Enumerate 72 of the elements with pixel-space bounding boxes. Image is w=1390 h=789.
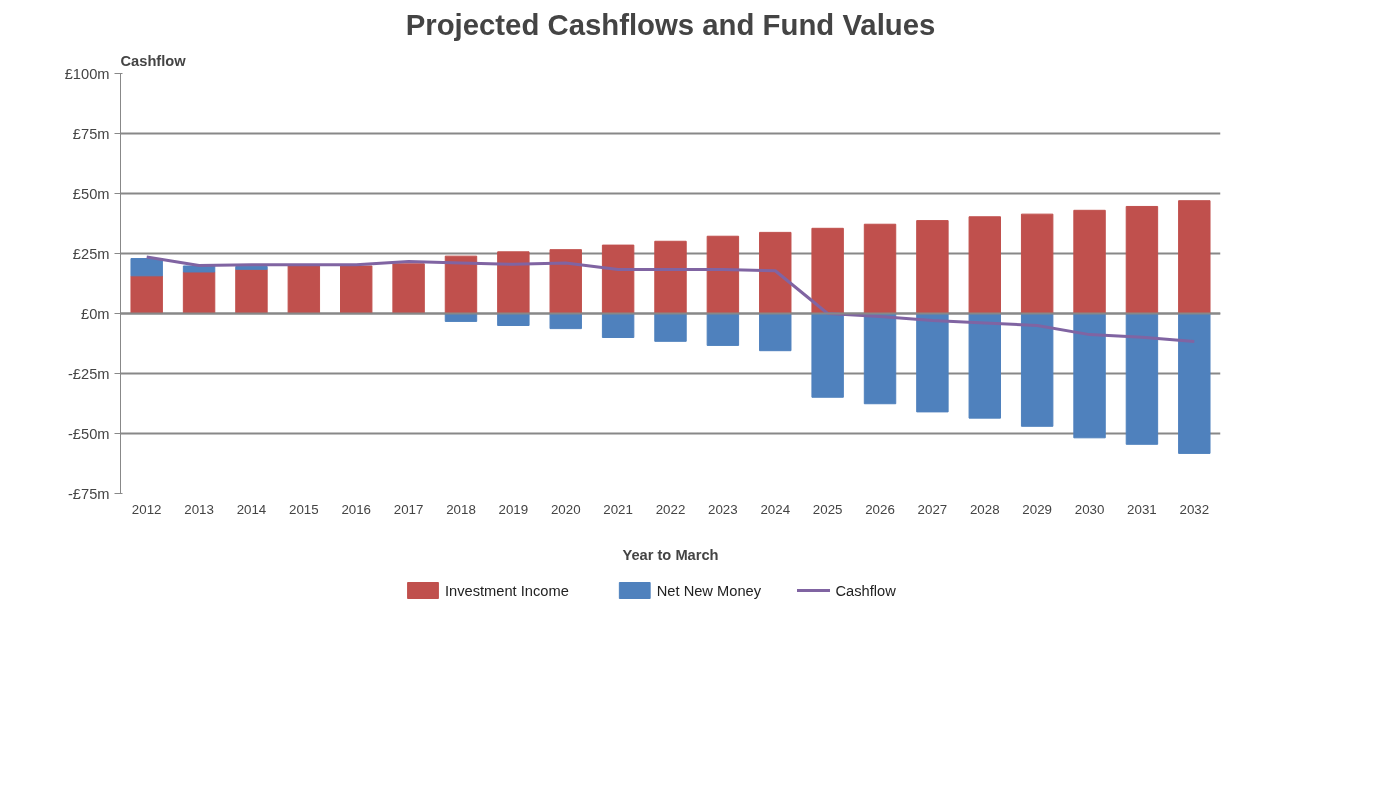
x-tick-label: 2020 xyxy=(550,501,581,517)
bar xyxy=(1125,205,1159,314)
y-tick-label: -£25m xyxy=(67,365,110,382)
bar xyxy=(340,265,373,314)
bar xyxy=(444,255,478,314)
bar xyxy=(287,265,321,314)
x-tick-label: 2016 xyxy=(341,501,372,517)
bar xyxy=(235,268,268,314)
legend-label: Net New Money xyxy=(656,582,762,599)
bar xyxy=(968,313,1001,419)
x-tick-label: 2015 xyxy=(289,501,319,517)
bar xyxy=(916,220,949,314)
x-tick-label: 2021 xyxy=(603,501,633,517)
x-axis-title: Year to March xyxy=(622,546,719,563)
x-tick-label: 2028 xyxy=(969,501,1000,517)
bar xyxy=(863,313,897,405)
x-tick-label: 2018 xyxy=(446,501,476,517)
y-tick-label: £25m xyxy=(72,245,110,262)
x-tick-label: 2029 xyxy=(1022,501,1052,517)
bar xyxy=(1125,313,1159,445)
bar xyxy=(916,313,949,413)
bar xyxy=(706,313,740,346)
bar xyxy=(392,263,425,314)
bar xyxy=(130,275,163,314)
bar xyxy=(811,313,844,398)
bar xyxy=(654,240,687,314)
bar xyxy=(1178,313,1211,454)
line-series xyxy=(145,255,1196,344)
bar xyxy=(759,313,792,352)
bar xyxy=(968,216,1001,314)
x-tick-label: 2017 xyxy=(393,501,424,517)
y-axis-title: Cashflow xyxy=(120,52,187,69)
bar xyxy=(1073,313,1106,439)
y-tick-label: £75m xyxy=(72,125,110,142)
y-tick-label: £100m xyxy=(64,65,110,82)
bar xyxy=(654,313,687,342)
bar xyxy=(1178,200,1211,314)
bar xyxy=(863,223,897,314)
y-tick-label: -£50m xyxy=(67,425,110,442)
x-tick-label: 2013 xyxy=(184,501,214,517)
bar xyxy=(1020,313,1054,427)
x-tick-label: 2030 xyxy=(1074,501,1105,517)
bar xyxy=(130,258,163,277)
bar xyxy=(1073,209,1106,314)
y-tick-label: £0m xyxy=(80,305,110,322)
legend-label: Investment Income xyxy=(445,582,569,599)
bar xyxy=(182,265,216,273)
legend-label: Cashflow xyxy=(835,582,897,599)
y-tick-label: £50m xyxy=(72,185,110,202)
x-tick-label: 2026 xyxy=(865,501,895,517)
bar xyxy=(182,271,216,314)
x-tick-label: 2025 xyxy=(812,501,843,517)
x-tick-label: 2031 xyxy=(1127,501,1157,517)
bar xyxy=(1020,213,1054,314)
x-tick-label: 2012 xyxy=(131,501,162,517)
x-tick-label: 2027 xyxy=(917,501,948,517)
chart-title: Projected Cashflows and Fund Values xyxy=(405,7,936,41)
bar xyxy=(601,313,635,338)
bar xyxy=(549,249,582,314)
x-tick-label: 2032 xyxy=(1179,501,1210,517)
x-tick-label: 2024 xyxy=(760,501,791,517)
bar xyxy=(706,235,740,314)
bar xyxy=(811,227,844,314)
bar xyxy=(497,251,530,314)
x-tick-label: 2023 xyxy=(708,501,738,517)
x-tick-label: 2022 xyxy=(655,501,686,517)
x-tick-label: 2014 xyxy=(236,501,267,517)
bar xyxy=(601,244,635,314)
x-tick-label: 2019 xyxy=(498,501,529,517)
bar xyxy=(759,231,792,314)
y-tick-label: -£75m xyxy=(67,485,110,502)
bar xyxy=(235,265,268,270)
